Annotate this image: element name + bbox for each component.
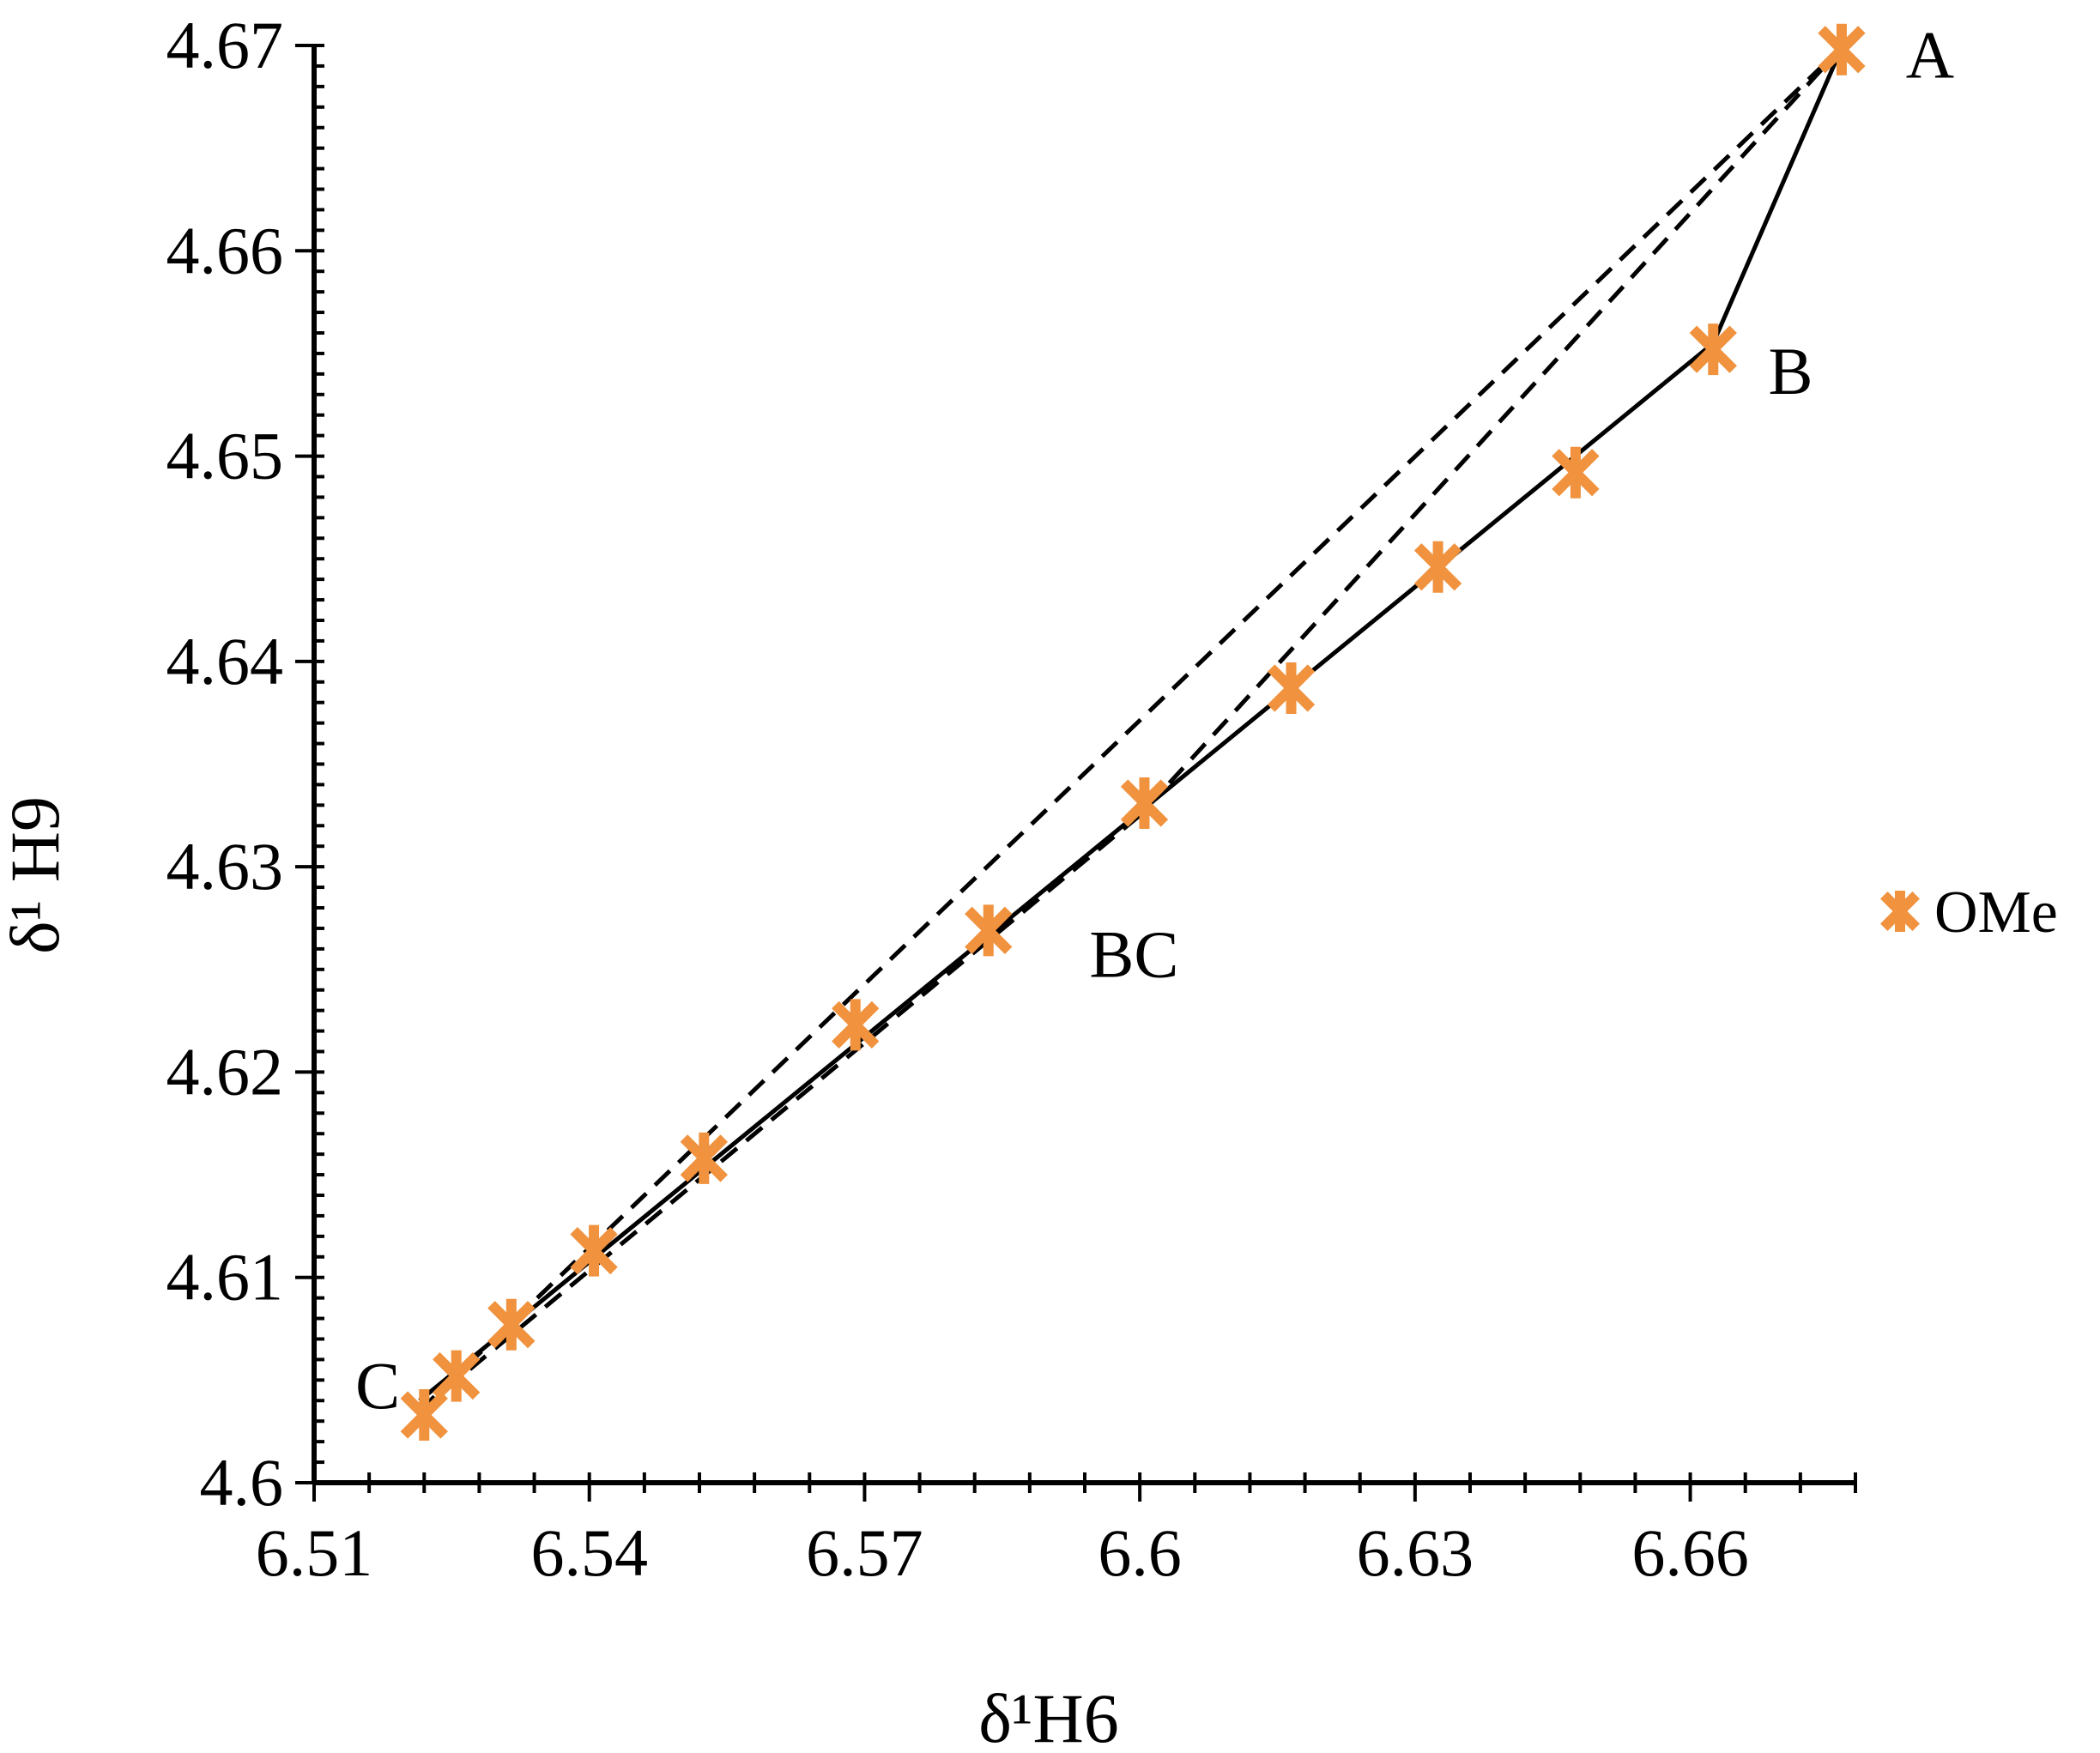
data-point [1413, 541, 1462, 593]
x-axis-title: δ¹H6 [978, 1679, 1118, 1753]
dashed-fit-line [418, 45, 1843, 1413]
legend-marker [1880, 891, 1920, 932]
legend: OMe [1880, 880, 2058, 946]
dashed-fit-line [418, 45, 1843, 1413]
data-point [1689, 323, 1737, 376]
data-point [832, 999, 880, 1051]
x-tick-label: 6.51 [256, 1515, 373, 1590]
x-tick-label: 6.6 [1098, 1515, 1182, 1590]
axes: 4.6 4.61 4.62 4.63 4.64 4.65 4.66 4.67 6.51 6.54 6… [166, 8, 1857, 1590]
data-point [400, 1389, 448, 1442]
y-tick-label: 4.66 [166, 213, 284, 287]
point-annotation: BC [1089, 917, 1178, 992]
fit-lines [418, 45, 1844, 1413]
data-point [487, 1298, 536, 1351]
y-tick-label: 4.65 [166, 419, 284, 493]
data-point [1267, 662, 1316, 714]
data-point [965, 904, 1013, 957]
data-points [400, 23, 1866, 1442]
x-tick-label: 6.63 [1357, 1515, 1474, 1590]
point-annotation: A [1906, 18, 1954, 93]
x-tick-label: 6.57 [806, 1515, 923, 1590]
data-point [570, 1224, 618, 1277]
y-tick-label: 4.6 [200, 1445, 284, 1520]
data-point [1818, 23, 1866, 76]
point-annotation: C [355, 1348, 400, 1423]
y-tick-label: 4.62 [166, 1034, 284, 1109]
data-point [680, 1132, 728, 1184]
legend-label: OMe [1934, 880, 2058, 946]
y-tick-label: 4.64 [166, 624, 284, 698]
data-point [1552, 446, 1600, 499]
y-tick-label: 4.67 [166, 8, 284, 82]
point-annotation: B [1768, 334, 1813, 408]
x-tick-label: 6.54 [530, 1515, 648, 1590]
y-axis-title: δ¹ H9 [0, 796, 74, 954]
y-tick-label: 4.63 [166, 829, 284, 904]
point-annotations: A B BC C [355, 18, 1954, 1424]
data-point [1120, 777, 1169, 829]
y-tick-label: 4.61 [166, 1240, 284, 1315]
data-point [433, 1350, 481, 1402]
x-tick-label: 6.66 [1631, 1515, 1749, 1590]
